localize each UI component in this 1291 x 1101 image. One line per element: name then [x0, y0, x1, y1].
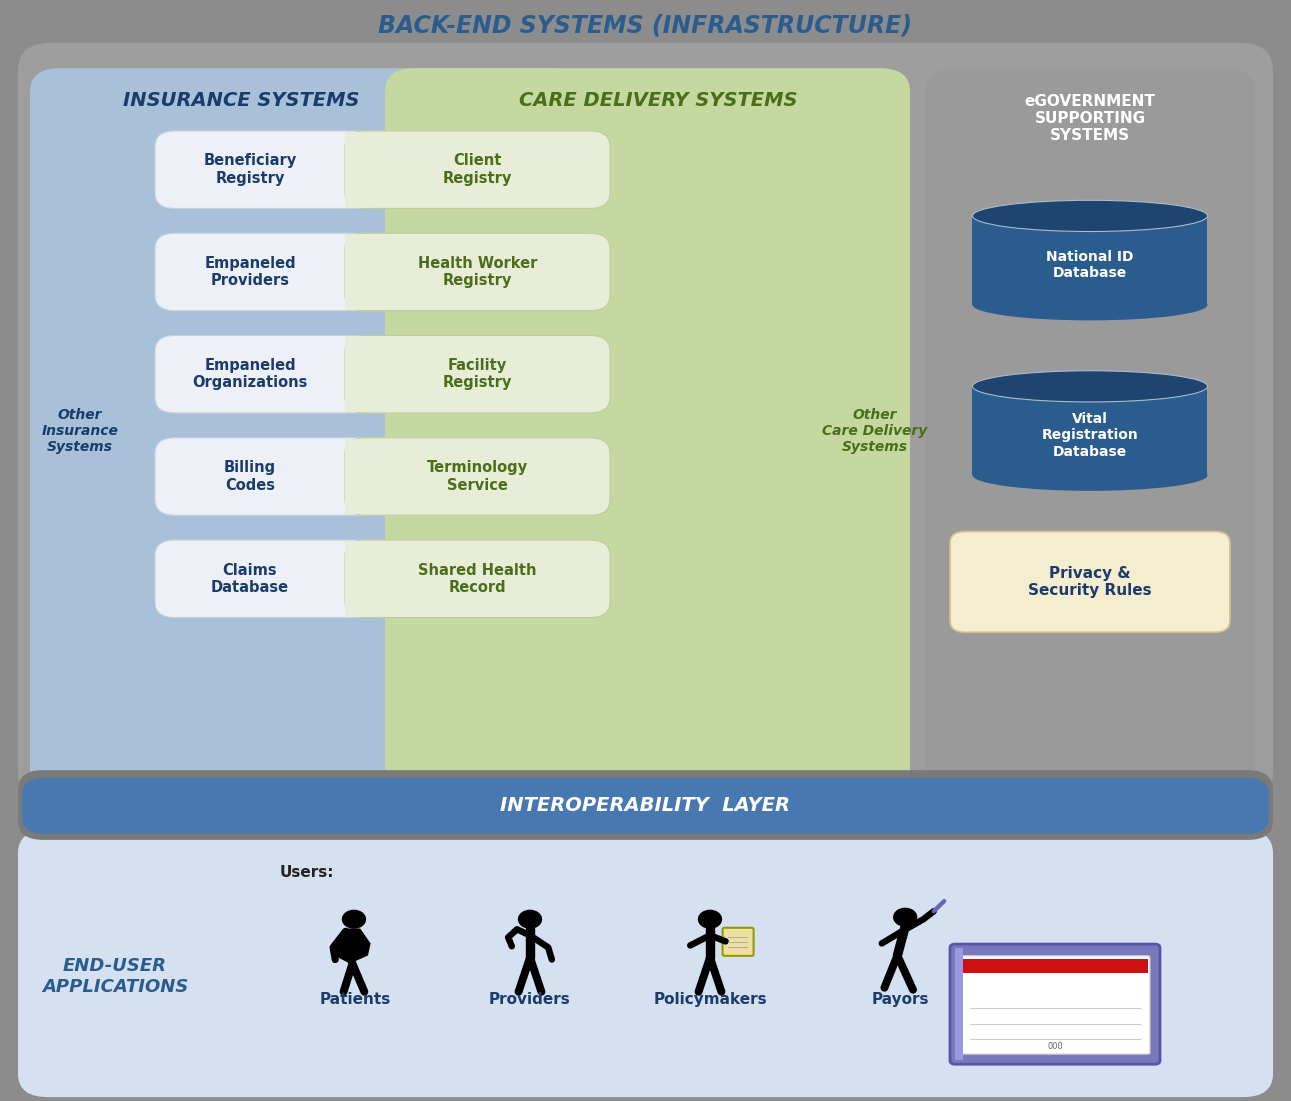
Text: Providers: Providers — [489, 992, 571, 1007]
Text: Privacy &
Security Rules: Privacy & Security Rules — [1028, 566, 1152, 598]
Text: Empaneled
Providers: Empaneled Providers — [204, 255, 296, 288]
FancyBboxPatch shape — [155, 131, 611, 208]
Text: Payors: Payors — [871, 992, 928, 1007]
FancyBboxPatch shape — [345, 336, 611, 413]
FancyBboxPatch shape — [385, 68, 910, 793]
Text: Other
Care Delivery
Systems: Other Care Delivery Systems — [822, 407, 928, 454]
Text: Health Worker
Registry: Health Worker Registry — [418, 255, 537, 288]
Text: END-USER
APPLICATIONS: END-USER APPLICATIONS — [41, 958, 188, 996]
Bar — [972, 216, 1207, 305]
Text: Billing
Codes: Billing Codes — [223, 460, 276, 493]
Ellipse shape — [972, 371, 1207, 402]
FancyBboxPatch shape — [18, 830, 1273, 1097]
FancyBboxPatch shape — [950, 532, 1230, 632]
Text: Client
Registry: Client Registry — [443, 153, 513, 186]
Ellipse shape — [972, 459, 1207, 491]
Bar — [345, 541, 371, 617]
Bar — [345, 336, 371, 412]
Ellipse shape — [972, 290, 1207, 320]
FancyBboxPatch shape — [723, 928, 754, 956]
Text: Terminology
Service: Terminology Service — [427, 460, 528, 493]
Text: Other
Insurance
Systems: Other Insurance Systems — [41, 407, 119, 454]
Bar — [962, 959, 1148, 973]
FancyBboxPatch shape — [345, 131, 611, 208]
FancyBboxPatch shape — [18, 43, 1273, 800]
Circle shape — [342, 911, 365, 928]
FancyBboxPatch shape — [345, 438, 611, 515]
Text: Patients: Patients — [319, 992, 391, 1007]
Circle shape — [698, 911, 722, 928]
Text: 000: 000 — [1047, 1043, 1062, 1051]
Polygon shape — [334, 928, 371, 963]
Circle shape — [519, 911, 541, 928]
FancyBboxPatch shape — [18, 771, 1273, 840]
Bar — [955, 948, 963, 1060]
Text: Users:: Users: — [280, 865, 334, 880]
Text: Claims
Database: Claims Database — [210, 563, 289, 595]
Bar — [345, 235, 371, 309]
FancyBboxPatch shape — [30, 68, 585, 793]
Bar — [345, 132, 371, 208]
FancyBboxPatch shape — [155, 336, 611, 413]
Text: Beneficiary
Registry: Beneficiary Registry — [204, 153, 297, 186]
FancyBboxPatch shape — [155, 233, 611, 310]
Text: Empaneled
Organizations: Empaneled Organizations — [192, 358, 307, 391]
FancyBboxPatch shape — [155, 438, 611, 515]
Text: National ID
Database: National ID Database — [1046, 250, 1133, 280]
Text: BACK-END SYSTEMS (INFRASTRUCTURE): BACK-END SYSTEMS (INFRASTRUCTURE) — [378, 13, 911, 37]
FancyBboxPatch shape — [22, 778, 1269, 833]
FancyBboxPatch shape — [950, 944, 1161, 1065]
FancyBboxPatch shape — [961, 956, 1150, 1054]
Text: eGOVERNMENT
SUPPORTING
SYSTEMS: eGOVERNMENT SUPPORTING SYSTEMS — [1025, 94, 1155, 143]
Text: Shared Health
Record: Shared Health Record — [418, 563, 537, 595]
Text: Facility
Registry: Facility Registry — [443, 358, 513, 391]
FancyBboxPatch shape — [924, 68, 1255, 793]
Text: INTEROPERABILITY  LAYER: INTEROPERABILITY LAYER — [500, 796, 790, 816]
Text: Vital
Registration
Database: Vital Registration Database — [1042, 412, 1139, 459]
Text: CARE DELIVERY SYSTEMS: CARE DELIVERY SYSTEMS — [519, 91, 798, 110]
FancyBboxPatch shape — [345, 539, 611, 618]
Bar — [972, 386, 1207, 476]
Text: INSURANCE SYSTEMS: INSURANCE SYSTEMS — [123, 91, 359, 110]
Ellipse shape — [972, 200, 1207, 231]
FancyBboxPatch shape — [345, 233, 611, 310]
Circle shape — [893, 908, 917, 926]
Text: Policymakers: Policymakers — [653, 992, 767, 1007]
Bar — [345, 438, 371, 514]
FancyBboxPatch shape — [155, 539, 611, 618]
